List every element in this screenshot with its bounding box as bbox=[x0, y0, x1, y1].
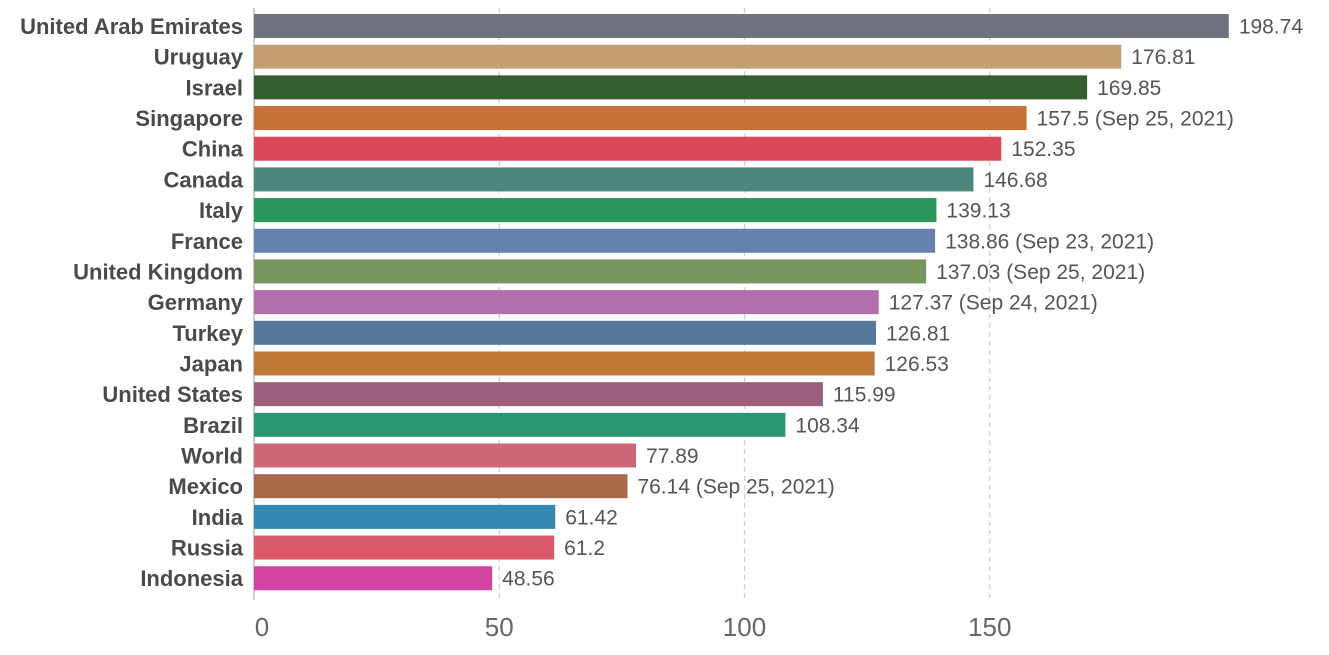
bar-brazil bbox=[254, 412, 786, 437]
value-label: 115.99 bbox=[833, 384, 896, 407]
category-label: France bbox=[171, 229, 243, 254]
category-label: India bbox=[192, 505, 244, 530]
value-label: 169.85 bbox=[1097, 77, 1161, 100]
bar-japan bbox=[254, 351, 875, 376]
category-label: United States bbox=[102, 382, 243, 407]
category-label: Mexico bbox=[168, 474, 243, 499]
bar-uruguay bbox=[254, 44, 1122, 69]
bar-germany bbox=[254, 290, 879, 315]
category-label: United Kingdom bbox=[73, 259, 243, 284]
value-label: 176.81 bbox=[1131, 46, 1195, 69]
value-label: 76.14 (Sep 25, 2021) bbox=[637, 476, 834, 499]
category-label: Canada bbox=[164, 167, 244, 192]
value-label: 139.13 bbox=[946, 200, 1010, 223]
x-tick-label-0: 0 bbox=[255, 612, 269, 642]
value-label: 198.74 bbox=[1239, 16, 1304, 39]
bar-russia bbox=[254, 535, 555, 560]
bar-china bbox=[254, 136, 1002, 161]
category-label: Uruguay bbox=[154, 45, 244, 70]
value-label: 77.89 bbox=[646, 445, 699, 468]
bar-united-arab-emirates bbox=[254, 14, 1229, 38]
category-label: Italy bbox=[199, 198, 244, 223]
bar-italy bbox=[254, 198, 937, 223]
bar-turkey bbox=[254, 320, 877, 345]
bar-united-kingdom bbox=[254, 259, 927, 284]
value-label: 152.35 bbox=[1011, 138, 1075, 161]
value-label: 48.56 bbox=[502, 568, 555, 591]
category-label: Indonesia bbox=[140, 566, 243, 591]
bar-israel bbox=[254, 75, 1088, 100]
bar-united-states bbox=[254, 382, 823, 407]
value-label: 157.5 (Sep 25, 2021) bbox=[1037, 108, 1234, 131]
value-label: 127.37 (Sep 24, 2021) bbox=[889, 292, 1098, 315]
category-label: Turkey bbox=[172, 321, 243, 346]
value-label: 108.34 bbox=[795, 414, 860, 437]
value-label: 126.53 bbox=[885, 353, 949, 376]
category-label: Singapore bbox=[135, 106, 243, 131]
bar-mexico bbox=[254, 474, 628, 499]
bar-world bbox=[254, 443, 637, 468]
value-label: 61.42 bbox=[565, 506, 618, 529]
bar-france bbox=[254, 228, 936, 253]
category-label: China bbox=[182, 137, 244, 162]
value-label: 126.81 bbox=[886, 322, 950, 345]
bar-singapore bbox=[254, 106, 1027, 131]
bar-canada bbox=[254, 167, 974, 192]
category-label: World bbox=[181, 444, 243, 469]
x-tick-label-150: 150 bbox=[968, 612, 1011, 642]
category-label: Israel bbox=[186, 75, 244, 100]
category-label: United Arab Emirates bbox=[20, 14, 243, 39]
value-label: 146.68 bbox=[983, 169, 1047, 192]
category-label: Germany bbox=[148, 290, 244, 315]
value-label: 137.03 (Sep 25, 2021) bbox=[936, 261, 1145, 284]
category-label: Japan bbox=[179, 351, 243, 376]
x-axis-ticks: 0 50 100 150 bbox=[255, 612, 1012, 642]
bar-india bbox=[254, 504, 556, 529]
category-label: Brazil bbox=[183, 413, 243, 438]
label-layer: United Arab Emirates 198.74 Uruguay 176.81 I… bbox=[20, 14, 1303, 591]
value-label: 138.86 (Sep 23, 2021) bbox=[945, 230, 1154, 253]
value-label: 61.2 bbox=[564, 537, 605, 560]
category-label: Russia bbox=[171, 536, 244, 561]
bar-indonesia bbox=[254, 566, 493, 591]
x-tick-label-100: 100 bbox=[723, 612, 766, 642]
x-tick-label-50: 50 bbox=[485, 612, 514, 642]
bar-layer bbox=[254, 14, 1229, 591]
